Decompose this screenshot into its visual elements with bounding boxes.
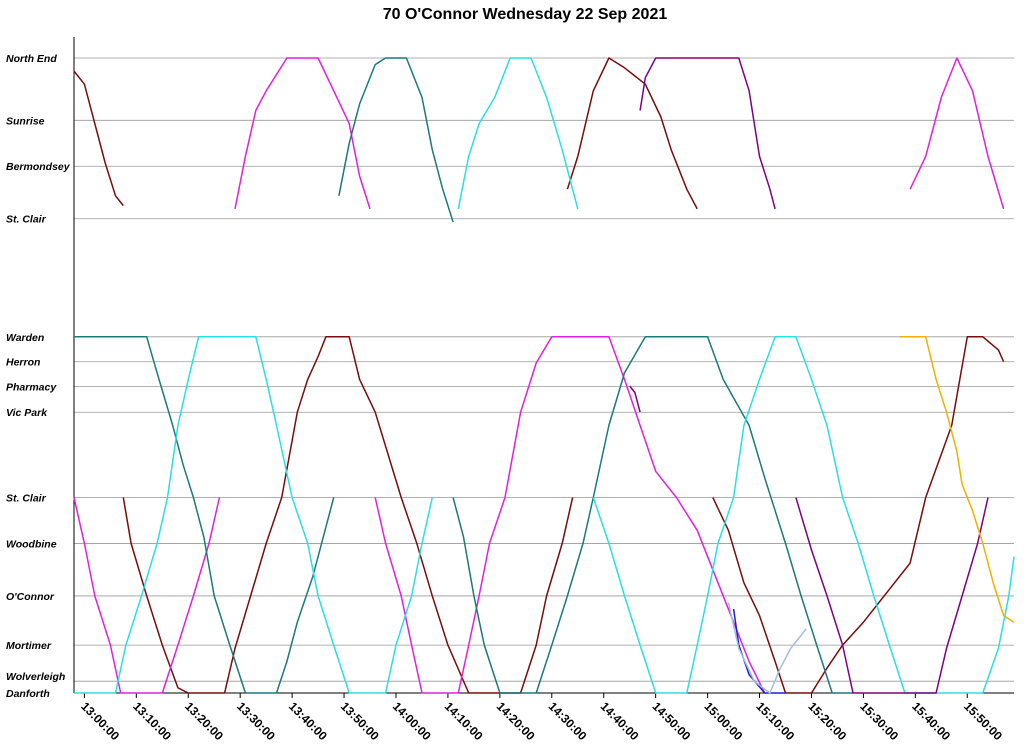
series-line-trip-magenta-2 (234, 57, 371, 210)
series-line-trip-maroon-1 (73, 70, 124, 207)
x-tick-label: 13:40:00 (286, 699, 330, 743)
series-line-trip-lightblue-1 (727, 602, 807, 694)
stop-label: Mortimer (6, 640, 52, 652)
x-tick-label: 14:40:00 (598, 699, 642, 743)
x-tick-label: 13:50:00 (338, 699, 382, 743)
series-line-trip-teal-2 (338, 57, 454, 223)
x-tick-label: 14:20:00 (494, 699, 538, 743)
series-line-trip-purple-3 (629, 385, 641, 413)
series-line-trip-magenta-3 (374, 336, 766, 694)
stop-label: Wolverleigh (6, 671, 65, 683)
series-line-trip-cyan-3 (592, 336, 1015, 694)
x-tick-label: 15:20:00 (805, 699, 849, 743)
stop-label: Pharmacy (6, 382, 57, 394)
stop-label: Vic Park (6, 407, 48, 419)
x-tick-label: 13:10:00 (130, 699, 174, 743)
x-tick-label: 15:50:00 (961, 699, 1005, 743)
x-tick-label: 14:10:00 (442, 699, 486, 743)
x-tick-label: 13:20:00 (182, 699, 226, 743)
stop-gridlines (74, 57, 1014, 694)
x-tick-label: 14:50:00 (650, 699, 694, 743)
series-line-trip-orange-1 (899, 336, 1015, 623)
stop-label: Bermondsey (6, 161, 71, 173)
stop-label: Danforth (6, 688, 50, 700)
x-tick-label: 15:40:00 (909, 699, 953, 743)
series-line-trip-cyan-2 (457, 57, 579, 210)
series-lines (73, 57, 1015, 694)
stop-label: St. Clair (6, 214, 47, 226)
stop-label: North End (6, 53, 57, 65)
x-ticks: 13:00:00 13:10:00 13:20:00 13:30:00 13:40:00… (78, 693, 1005, 743)
series-line-trip-maroon-4 (712, 336, 1005, 694)
series-line-trip-magenta-1 (73, 497, 221, 694)
stop-label: O'Connor (6, 591, 55, 603)
x-tick-label: 15:10:00 (753, 699, 797, 743)
x-tick-label: 13:00:00 (78, 699, 122, 743)
stop-label: Herron (6, 357, 40, 369)
x-tick-label: 15:30:00 (857, 699, 901, 743)
chart-title: 70 O'Connor Wednesday 22 Sep 2021 (382, 6, 668, 23)
series-line-trip-blue-1 (732, 608, 786, 694)
series-line-trip-purple-2 (795, 497, 989, 694)
series-line-trip-magenta-4 (909, 57, 1005, 210)
series-line-trip-teal-1 (74, 336, 335, 694)
stop-label: Sunrise (6, 115, 45, 127)
x-tick-label: 13:30:00 (234, 699, 278, 743)
series-line-trip-purple-1 (639, 57, 776, 210)
series-line-trip-maroon-3 (566, 57, 698, 210)
stop-label: Woodbine (6, 538, 57, 550)
stop-label: St. Clair (6, 493, 47, 505)
x-tick-label: 14:00:00 (390, 699, 434, 743)
series-line-trip-teal-3 (452, 336, 853, 694)
stop-label: Warden (6, 332, 44, 344)
series-line-trip-maroon-2 (122, 336, 574, 694)
stop-labels: North End Sunrise Bermondsey St. Clair Warde… (6, 53, 71, 700)
series-line-trip-cyan-1 (74, 336, 434, 694)
x-tick-label: 15:00:00 (701, 699, 745, 743)
x-tick-label: 14:30:00 (546, 699, 590, 743)
